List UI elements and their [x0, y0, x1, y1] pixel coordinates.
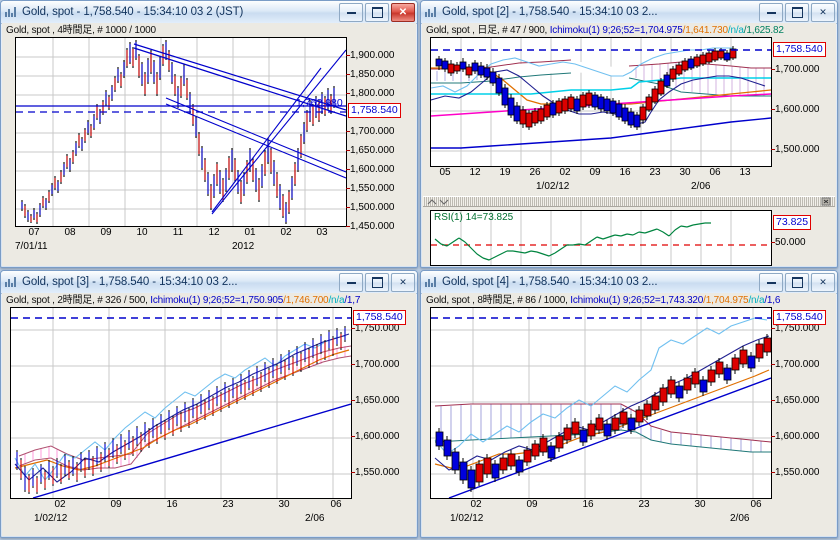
chart-window-1[interactable]: Gold, spot - 1,758.540 - 15:34:10 03 2 (…: [0, 0, 418, 268]
header-value2-2: /1,641.730: [682, 25, 728, 36]
price-bars-1: [21, 40, 335, 224]
price-bars-3: [16, 326, 346, 494]
current-price-box-2: 1,758.540: [773, 42, 826, 57]
rsi-label-2: RSI(1) 14=73.825: [434, 212, 514, 223]
client-area-2: Gold, spot , 日足, # 47 / 900, Ichimoku(1)…: [422, 23, 836, 266]
y-axis-1: 1,900.000 1,850.000 1,800.000 1,700.000 …: [346, 50, 395, 232]
chart-plot-3[interactable]: [10, 307, 352, 499]
chart-header-1: Gold, spot , 4時間足, # 1000 / 1000: [6, 25, 156, 36]
rsi-value-box-2: 73.825: [773, 215, 812, 230]
client-area-4: Gold, spot , 8時間足, # 86 / 1000, Ichimoku…: [422, 293, 836, 536]
chart-app-icon: [5, 6, 18, 19]
titlebar-4[interactable]: Gold, spot [4] - 1,758.540 - 15:34:10 03…: [421, 271, 837, 294]
minimize-button-1[interactable]: [339, 2, 363, 22]
trendline-price-label-1: 1,762.980: [296, 97, 343, 109]
header-ichimoku-3: Ichimoku(1) 9;26;52=1,750.905: [150, 295, 284, 306]
chart-header-4: Gold, spot , 8時間足, # 86 / 1000, Ichimoku…: [422, 293, 836, 308]
splitter-collapse-icons[interactable]: [426, 197, 452, 206]
titlebar-3[interactable]: Gold, spot [3] - 1,758.540 - 15:34:10 03…: [1, 271, 417, 294]
header-value2-3: /1,746.700: [283, 295, 329, 306]
minimize-button-3[interactable]: [339, 272, 363, 292]
minimize-button-2[interactable]: [759, 2, 783, 22]
chart-window-2[interactable]: Gold, spot [2] - 1,758.540 - 15:34:10 03…: [420, 0, 838, 268]
current-price-box-3: 1,758.540: [353, 310, 406, 325]
chart-app-icon: [425, 276, 438, 289]
header-value4-2: /1,625.82: [743, 25, 784, 36]
chart-plot-4[interactable]: [430, 307, 772, 499]
current-price-box-4: 1,758.540: [773, 310, 826, 325]
header-value4-4: /1,6: [764, 295, 781, 306]
window-title-4: Gold, spot [4] - 1,758.540 - 15:34:10 03…: [442, 276, 658, 288]
maximize-button-3[interactable]: [365, 272, 389, 292]
client-area-1: Gold, spot , 4時間足, # 1000 / 1000: [2, 23, 416, 266]
header-prefix-2: Gold, spot , 日足, # 47 / 900,: [426, 25, 550, 36]
x-axis-subtitle-3: 1/02/12 2/06: [34, 513, 325, 524]
x-axis-subtitle-1: 7/01/11 2012: [15, 241, 255, 252]
y-axis-2: 1,700.000 1,600.000 1,500.000: [771, 64, 820, 155]
titlebar-2[interactable]: Gold, spot [2] - 1,758.540 - 15:34:10 03…: [421, 1, 837, 24]
chart-plot-1[interactable]: [15, 37, 347, 227]
maximize-button-1[interactable]: [365, 2, 389, 22]
header-value3-4: /n/a: [748, 295, 765, 306]
maximize-button-4[interactable]: [785, 272, 809, 292]
y-axis-4: 1,750.000 1,700.000 1,650.000 1,600.000 …: [771, 323, 820, 478]
x-axis-3: 02 09 16 23 30 06: [54, 499, 342, 510]
header-value4-3: /1,7: [344, 295, 361, 306]
x-axis-subtitle-2: 1/02/12 2/06: [536, 181, 711, 192]
indicator-lines-4: [434, 317, 771, 498]
titlebar-1[interactable]: Gold, spot - 1,758.540 - 15:34:10 03 2 (…: [1, 1, 417, 24]
candles-2: [435, 46, 737, 130]
close-button-3[interactable]: ✕: [391, 272, 415, 292]
close-button-2[interactable]: ✕: [811, 2, 835, 22]
x-axis-subtitle-4: 1/02/12 2/06: [450, 513, 750, 524]
header-prefix-4: Gold, spot , 8時間足, # 86 / 1000,: [426, 295, 571, 306]
indicator-lines-3: [14, 333, 351, 498]
header-prefix-3: Gold, spot , 2時間足, # 326 / 500,: [6, 295, 151, 306]
x-axis-4: 02 09 16 23 30 06: [470, 499, 762, 510]
current-price-box-1: 1,758.540: [348, 103, 401, 118]
chart-plot-2[interactable]: [430, 37, 772, 167]
chart-window-4[interactable]: Gold, spot [4] - 1,758.540 - 15:34:10 03…: [420, 270, 838, 538]
x-axis-1: 07 08 09 10 11 12 01 02 03: [28, 227, 328, 238]
maximize-button-2[interactable]: [785, 2, 809, 22]
pane-splitter-2[interactable]: [423, 196, 835, 207]
x-axis-2: 05 12 19 26 02 09 16 23 30 06 13: [439, 167, 751, 178]
window-title-3: Gold, spot [3] - 1,758.540 - 15:34:10 03…: [22, 276, 238, 288]
minimize-button-4[interactable]: [759, 272, 783, 292]
chart-plot-rsi-2[interactable]: [430, 210, 772, 266]
rsi-line: [434, 222, 711, 261]
close-button-4[interactable]: ✕: [811, 272, 835, 292]
window-title-2: Gold, spot [2] - 1,758.540 - 15:34:10 03…: [442, 6, 658, 18]
splitter-close-icon[interactable]: [820, 197, 832, 206]
candles-4: [435, 334, 771, 492]
y-axis-3: 1,750.000 1,700.000 1,650.000 1,600.000 …: [351, 323, 400, 478]
chart-header-2: Gold, spot , 日足, # 47 / 900, Ichimoku(1)…: [422, 23, 836, 38]
header-value3-2: /n/a: [727, 25, 744, 36]
header-ichimoku-4: Ichimoku(1) 9;26;52=1,743.320: [570, 295, 704, 306]
window-title-1: Gold, spot - 1,758.540 - 15:34:10 03 2 (…: [22, 6, 244, 18]
chart-window-3[interactable]: Gold, spot [3] - 1,758.540 - 15:34:10 03…: [0, 270, 418, 538]
header-value3-3: /n/a: [328, 295, 345, 306]
chart-app-icon: [5, 276, 18, 289]
chart-app-icon: [425, 6, 438, 19]
client-area-3: Gold, spot , 2時間足, # 326 / 500, Ichimoku…: [2, 293, 416, 536]
header-ichimoku-2: Ichimoku(1) 9;26;52=1,704.975: [549, 25, 683, 36]
trendlines-1: [16, 43, 346, 215]
header-value2-4: /1,704.975: [703, 295, 749, 306]
chart-header-3: Gold, spot , 2時間足, # 326 / 500, Ichimoku…: [2, 293, 416, 308]
y-axis-rsi-2: 50.000: [771, 237, 806, 248]
close-button-1[interactable]: ✕: [391, 2, 415, 22]
